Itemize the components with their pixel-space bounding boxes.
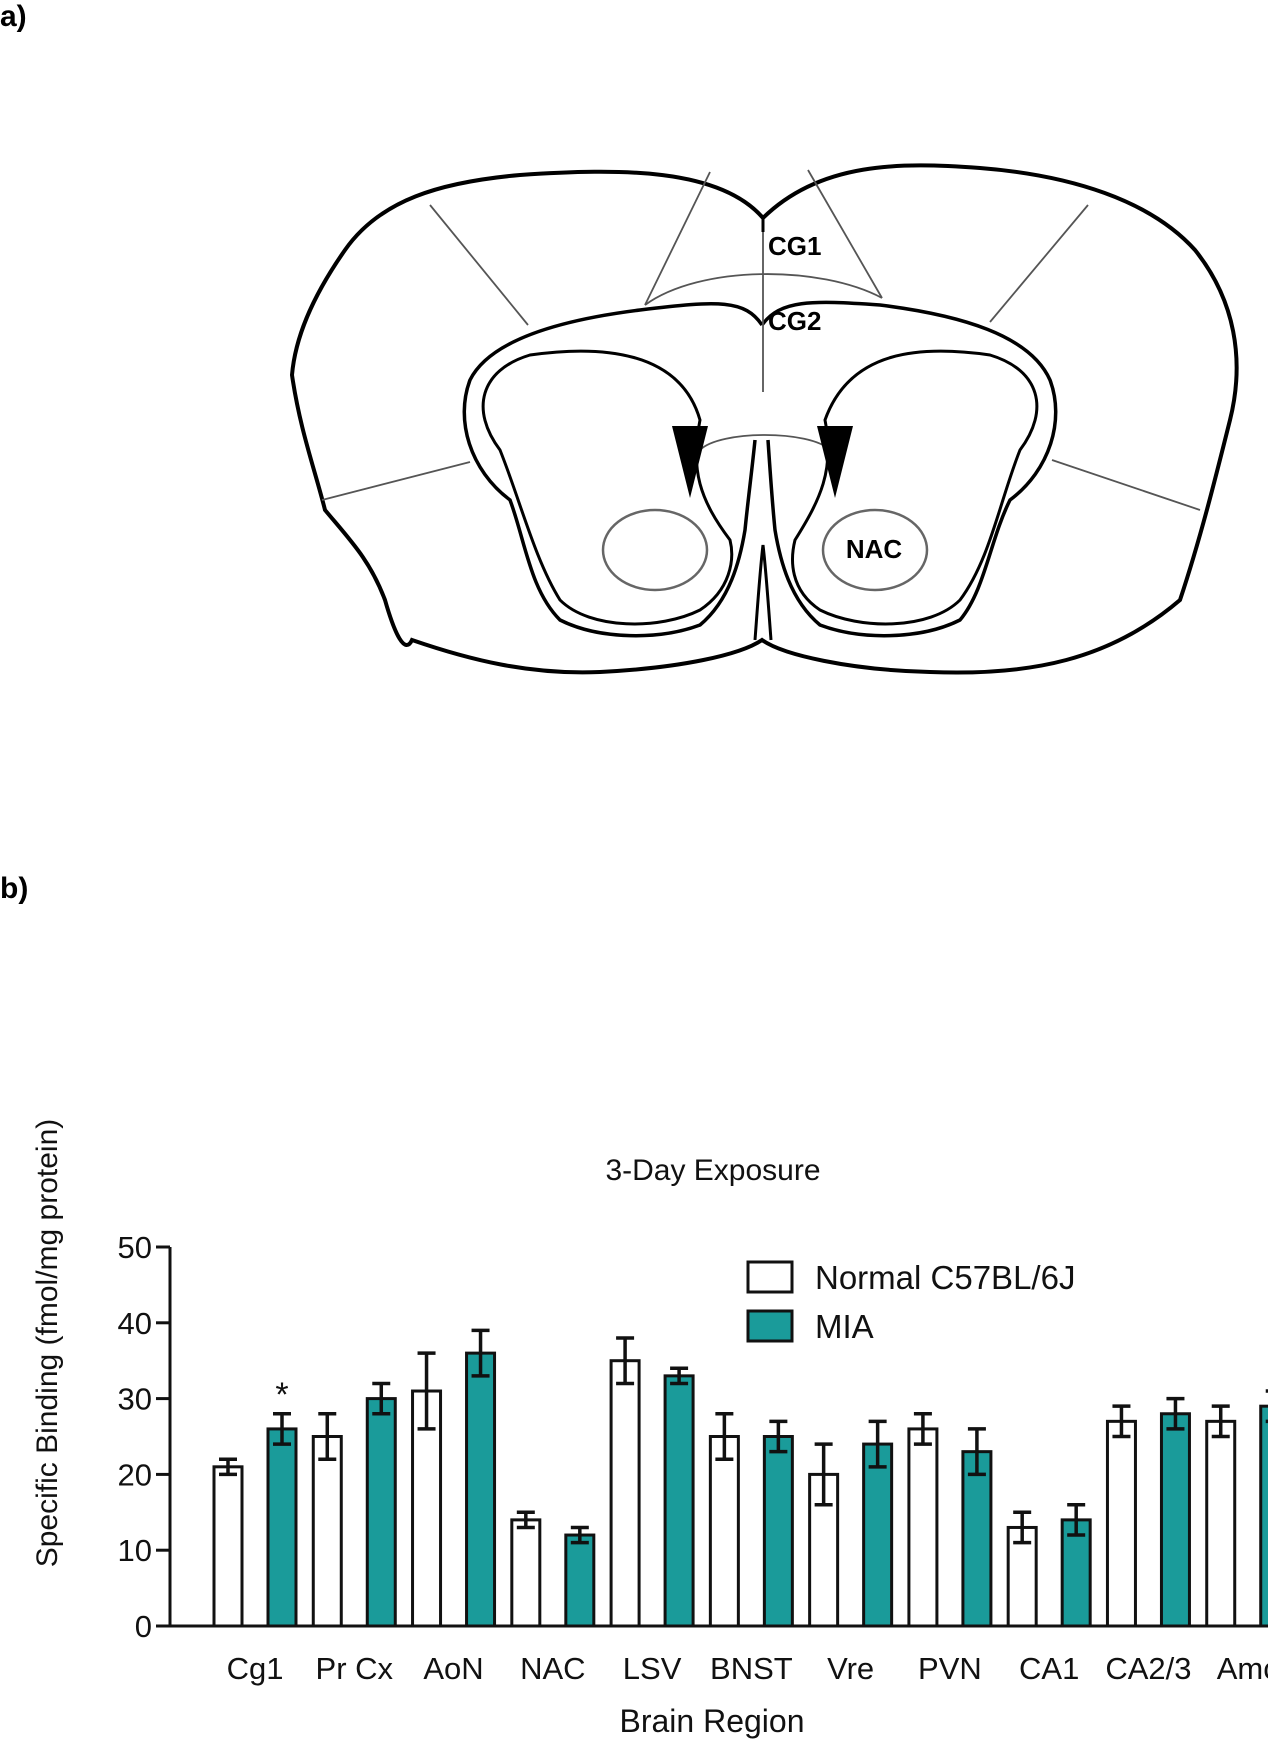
x-tick-label: Pr Cx [316,1651,394,1686]
x-tick-label: CA2/3 [1105,1651,1191,1686]
x-tick-label: BNST [710,1651,793,1686]
right-arrow-marker [817,426,853,498]
right-striatum-outline [791,349,1039,626]
bar-normal [510,1518,542,1628]
bar-normal [609,1359,641,1628]
bar-mia [1159,1412,1191,1628]
y-tick-label: 30 [118,1382,152,1417]
region-boundaries [321,169,1201,511]
legend-swatch-normal [746,1260,794,1294]
cg2-label: CG2 [768,306,821,336]
bar-mia [266,1427,298,1628]
y-tick-label: 20 [118,1457,152,1492]
panel-a-label: a) [0,0,27,33]
legend-label-normal: Normal C57BL/6J [815,1259,1075,1296]
bar-mia [465,1351,497,1628]
bar-normal [212,1465,244,1628]
bar-mia [365,1397,397,1628]
x-tick-label: AoN [423,1651,483,1686]
chart-legend: Normal C57BL/6J MIA [746,1259,1075,1345]
panel-b-label: b) [0,872,29,905]
y-tick-label: 50 [118,1230,152,1265]
x-tick-label: LSV [623,1651,682,1686]
y-tick-label: 0 [135,1609,152,1644]
bar-mia [564,1533,596,1628]
bar-normal [1105,1419,1137,1628]
bar-mia [1259,1404,1268,1628]
legend-label-mia: MIA [815,1308,874,1345]
bar-mia [762,1435,794,1628]
bar-normal [1006,1525,1038,1628]
x-tick-label: Cg1 [227,1651,284,1686]
bar-normal [1205,1419,1237,1628]
y-tick-label: 40 [118,1306,152,1341]
y-axis-label: Specific Binding (fmol/mg protein) [31,1119,64,1568]
nac-label: NAC [846,534,903,564]
chart-bars: * [212,1328,1268,1628]
x-tick-label: PVN [918,1651,982,1686]
bar-normal [411,1389,443,1628]
bar-normal [808,1472,840,1628]
y-tick-label: 10 [118,1533,152,1568]
chart-axes: 0 10 20 30 40 50 Cg1 Pr Cx AoN NAC LSV BNST Vre PVN CA… [118,1230,1268,1686]
bar-mia [1060,1518,1092,1628]
cg1-label: CG1 [768,231,821,261]
bar-normal [311,1435,343,1628]
x-tick-label: CA1 [1019,1651,1079,1686]
significance-annotation: * [275,1376,288,1414]
brain-outer-outline [289,163,1239,675]
bar-normal [907,1427,939,1628]
legend-swatch-mia [746,1309,794,1343]
left-ventricle-outline [462,302,764,638]
bar-mia [961,1450,993,1628]
left-striatum-outline [481,349,734,626]
brain-section-diagram: CG1 CG2 NAC [289,163,1239,675]
right-ventricle-outline [760,300,1058,638]
ventral-midline [753,544,773,641]
bar-normal [708,1435,740,1628]
chart-title: 3-Day Exposure [605,1154,820,1187]
bar-mia [663,1374,695,1628]
left-nac-ellipse [601,508,709,592]
x-tick-label: Vre [827,1651,874,1686]
bar-mia [862,1442,894,1628]
left-arrow-marker [672,426,708,498]
right-nac-ellipse [821,508,929,592]
x-tick-label: NAC [520,1651,585,1686]
x-tick-label: Amc [1217,1651,1268,1686]
x-axis-label: Brain Region [620,1703,805,1739]
